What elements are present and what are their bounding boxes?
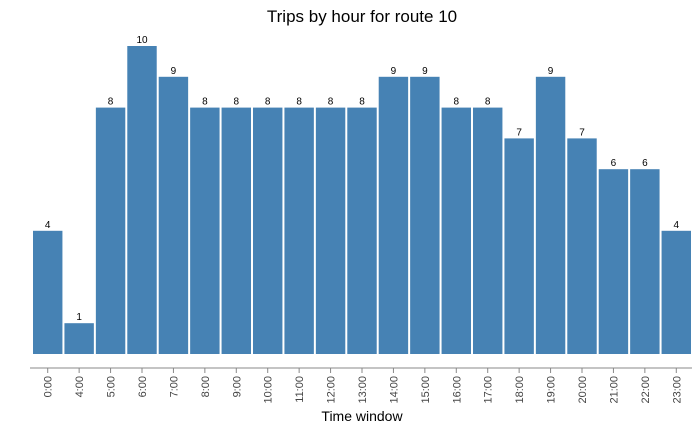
bar-10:00 [253,107,283,354]
data-label-12:00: 8 [328,97,334,108]
data-label-15:00: 9 [422,66,428,77]
bars-group [33,46,691,355]
data-label-9:00: 8 [234,97,240,108]
bar-18:00 [504,138,534,354]
data-label-13:00: 8 [359,97,365,108]
tick-label-13:00: 13:00 [357,376,369,404]
bar-8:00 [190,107,220,354]
tick-label-20:00: 20:00 [577,376,589,404]
bar-14:00 [378,76,409,355]
x-axis-label: Time window [321,408,403,424]
bar-6:00 [127,46,157,354]
bar-5:00 [95,107,126,354]
tick-label-11:00: 11:00 [294,376,306,403]
tick-label-0:00: 0:00 [43,376,55,397]
tick-label-22:00: 22:00 [640,376,652,404]
bar-16:00 [441,107,471,354]
data-label-0:00: 4 [45,220,51,231]
tick-label-10:00: 10:00 [263,376,275,404]
bar-7:00 [158,76,189,355]
data-label-10:00: 8 [265,97,271,108]
data-label-20:00: 7 [579,127,585,138]
tick-label-6:00: 6:00 [137,376,149,397]
tick-label-12:00: 12:00 [326,376,338,404]
data-label-16:00: 8 [454,97,460,108]
bar-13:00 [347,107,377,354]
data-label-4:00: 1 [76,312,82,323]
data-label-5:00: 8 [108,97,114,108]
x-tick-labels-group: 0:00 4:00 5:00 6:00 7:00 8:00 9:00 10:00 11:00 12… [43,376,684,404]
data-label-14:00: 9 [391,66,397,77]
tick-label-18:00: 18:00 [514,376,526,404]
bar-17:00 [473,107,503,354]
bar-21:00 [598,169,629,354]
tick-label-16:00: 16:00 [451,376,463,404]
bar-12:00 [315,107,346,354]
tick-label-19:00: 19:00 [546,376,558,404]
data-label-22:00: 6 [642,158,648,169]
chart-title: Trips by hour for route 10 [267,7,457,26]
bar-19:00 [535,76,566,355]
tick-label-14:00: 14:00 [388,376,400,404]
tick-label-9:00: 9:00 [231,376,243,397]
bar-23:00 [661,230,691,354]
tick-label-23:00: 23:00 [671,376,683,404]
bar-22:00 [630,169,660,354]
bar-0:00 [33,230,63,354]
tick-label-15:00: 15:00 [420,376,432,404]
tick-label-4:00: 4:00 [74,376,86,397]
data-label-19:00: 9 [548,66,554,77]
data-label-18:00: 7 [516,127,522,138]
x-ticks-group [47,368,677,373]
data-label-21:00: 6 [611,158,617,169]
data-label-23:00: 4 [674,220,680,231]
tick-label-21:00: 21:00 [608,376,620,404]
bar-9:00 [221,107,251,354]
tick-label-17:00: 17:00 [483,376,495,404]
bar-20:00 [567,138,597,354]
bar-15:00 [410,76,440,355]
data-label-7:00: 9 [171,66,177,77]
bar-4:00 [64,323,94,354]
tick-label-8:00: 8:00 [200,376,212,397]
bar-11:00 [284,107,314,354]
data-label-11:00: 8 [296,97,302,108]
tick-label-5:00: 5:00 [106,376,118,397]
data-label-6:00: 10 [136,35,148,46]
data-label-8:00: 8 [202,97,208,108]
tick-label-7:00: 7:00 [168,376,180,397]
data-labels-group: 4 1 8 10 9 8 8 8 8 8 8 9 9 8 8 7 9 7 6 6 4 [45,35,680,323]
data-label-17:00: 8 [485,97,491,108]
